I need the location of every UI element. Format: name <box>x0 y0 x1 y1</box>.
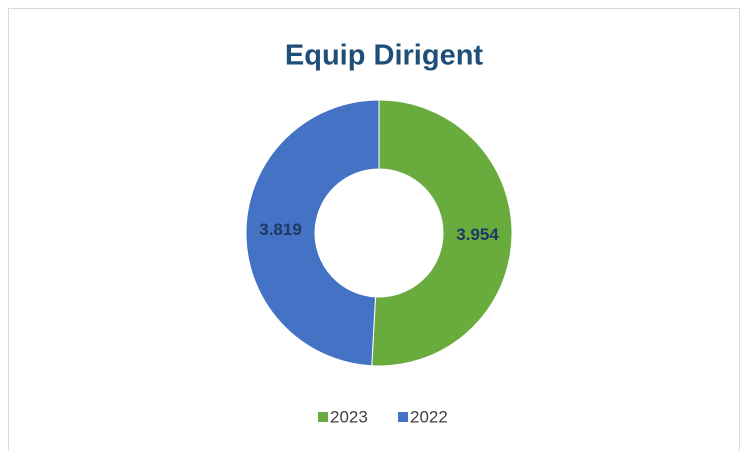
chart-area <box>8 8 740 451</box>
legend-label: 2022 <box>410 407 448 426</box>
donut-slice <box>245 99 380 367</box>
data-label: 3.819 <box>259 220 302 239</box>
donut-slice <box>371 99 513 367</box>
chart-title: Equip Dirigent <box>285 40 484 72</box>
legend-swatch <box>318 412 328 422</box>
legend-label: 2023 <box>330 407 368 426</box>
legend-swatch <box>398 412 408 422</box>
data-label: 3.954 <box>456 225 499 244</box>
